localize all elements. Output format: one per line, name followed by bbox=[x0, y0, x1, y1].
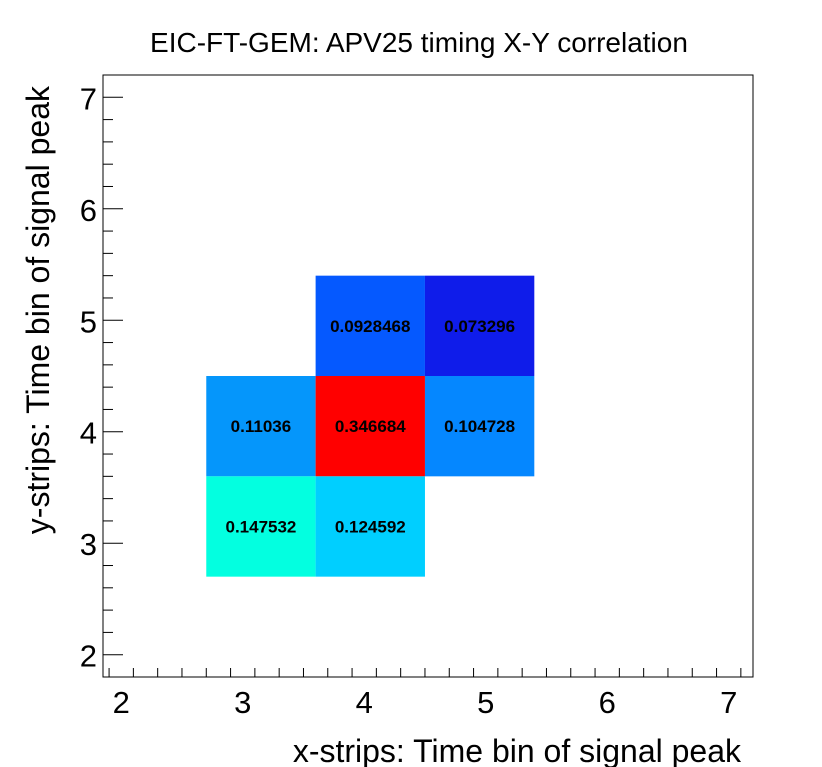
heatmap-cells: 0.0928468 0.073296 0.11036 0.346684 0.104728… bbox=[206, 275, 535, 577]
tick-labels: 2 3 4 5 6 7 2 3 4 5 6 7 bbox=[80, 81, 738, 720]
chart-title: EIC-FT-GEM: APV25 timing X-Y correlation bbox=[150, 27, 688, 58]
x-tick-label: 7 bbox=[720, 685, 737, 720]
cell-value-label: 0.147532 bbox=[225, 518, 296, 537]
cell-value-label: 0.11036 bbox=[231, 417, 292, 436]
y-tick-label: 4 bbox=[80, 416, 97, 451]
cell-value-label: 0.0928468 bbox=[330, 317, 410, 336]
y-tick-label: 7 bbox=[80, 81, 97, 116]
heatmap-cell bbox=[315, 275, 425, 376]
x-tick-label: 4 bbox=[356, 685, 373, 720]
plot-frame bbox=[102, 74, 754, 678]
cell-value-label: 0.346684 bbox=[335, 417, 406, 436]
heatmap-cell bbox=[424, 376, 535, 477]
heatmap-cell bbox=[315, 376, 425, 477]
x-tick-label: 5 bbox=[477, 685, 494, 720]
x-tick-label: 6 bbox=[599, 685, 616, 720]
cell-value-label: 0.073296 bbox=[444, 317, 515, 336]
heatmap-cell bbox=[315, 476, 425, 577]
y-tick-label: 2 bbox=[80, 639, 97, 674]
axis-ticks bbox=[103, 74, 742, 678]
y-tick-label: 3 bbox=[80, 527, 97, 562]
y-tick-label: 6 bbox=[80, 193, 97, 228]
x-tick-label: 3 bbox=[234, 685, 251, 720]
heatmap-cell bbox=[206, 476, 316, 577]
x-axis-label: x-strips: Time bin of signal peak bbox=[293, 733, 742, 767]
heatmap-cell bbox=[206, 376, 316, 477]
x-tick-label: 2 bbox=[113, 685, 130, 720]
cell-value-label: 0.104728 bbox=[444, 417, 515, 436]
y-axis-label: y-strips: Time bin of signal peak bbox=[20, 85, 56, 534]
cell-value-label: 0.124592 bbox=[335, 518, 406, 537]
heatmap-cell bbox=[424, 275, 535, 376]
y-tick-label: 5 bbox=[80, 304, 97, 339]
